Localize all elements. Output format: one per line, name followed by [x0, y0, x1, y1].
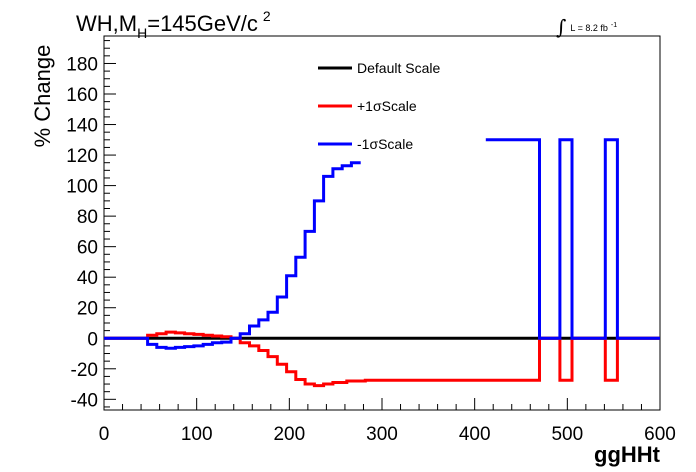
- luminosity-label: ∫ L = 8.2 fb -1: [556, 15, 617, 39]
- series-line-minus1sigmascale: [104, 161, 361, 350]
- luminosity-superscript: -1: [611, 22, 617, 29]
- x-tick-label: 200: [273, 424, 305, 445]
- x-tick-label: 500: [551, 424, 583, 445]
- y-axis: -40 -20 0 20 40 60 80 100 120 140 160 180: [66, 40, 116, 411]
- y-tick-label: 120: [66, 146, 98, 167]
- x-axis: 0 100 200 300 400 500 600: [99, 398, 676, 445]
- x-tick-label: 100: [181, 424, 213, 445]
- title-subscript: H: [137, 25, 147, 41]
- title-superscript: 2: [263, 8, 271, 24]
- legend-label-default-scale: Default Scale: [357, 60, 440, 76]
- y-tick-label: 60: [77, 238, 98, 259]
- y-axis-label: % Change: [30, 45, 55, 148]
- title-main: WH,M: [76, 11, 137, 36]
- y-tick-label: 180: [66, 54, 98, 75]
- chart-title: WH,MH=145GeV/c 2: [76, 8, 271, 41]
- x-tick-label: 600: [644, 424, 676, 445]
- series-line-plus1sigmascale: [104, 330, 660, 388]
- y-tick-label: -20: [71, 360, 98, 381]
- y-tick-label: 140: [66, 116, 98, 137]
- y-tick-label: 100: [66, 177, 98, 198]
- y-tick-label: 0: [87, 329, 98, 350]
- series-layer: [104, 138, 660, 388]
- x-axis-label: ggHHt: [594, 442, 661, 467]
- x-tick-label: 300: [366, 424, 398, 445]
- y-tick-label: -40: [71, 390, 98, 411]
- integral-symbol: ∫: [556, 15, 566, 39]
- x-tick-label: 0: [99, 424, 110, 445]
- series-line-minus1sigmascale-segment: [485, 138, 660, 340]
- legend-label-plus1sigmascale: +1σScale: [357, 98, 417, 114]
- legend: Default Scale +1σScale -1σScale: [318, 60, 440, 152]
- y-tick-label: 40: [77, 268, 98, 289]
- y-tick-label: 20: [77, 299, 98, 320]
- x-tick-label: 400: [459, 424, 491, 445]
- legend-label-minus1sigmascale: -1σScale: [357, 136, 413, 152]
- y-tick-label: 160: [66, 85, 98, 106]
- luminosity-text: L = 8.2 fb: [570, 23, 607, 33]
- y-tick-label: 80: [77, 207, 98, 228]
- frame-box: [103, 35, 661, 411]
- title-rest: =145GeV/c: [147, 11, 258, 36]
